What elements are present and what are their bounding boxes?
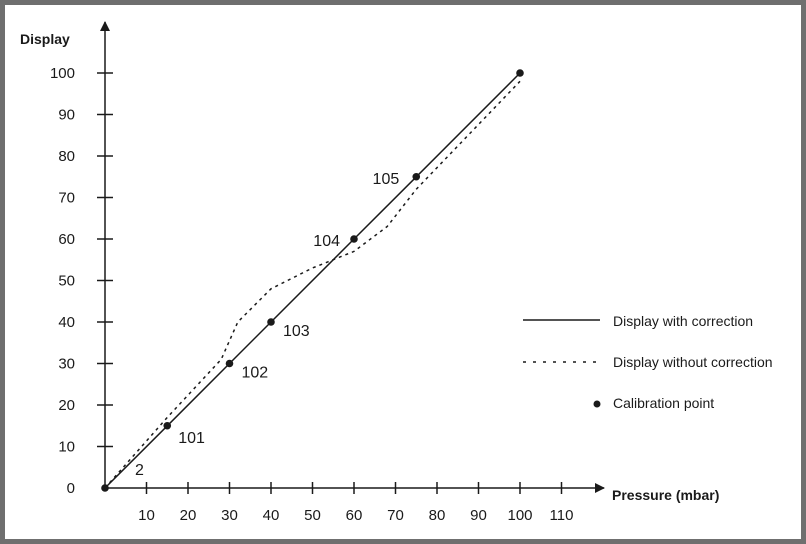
y-tick-label: 20 bbox=[58, 397, 75, 414]
calibration-point-marker bbox=[101, 484, 109, 492]
y-tick-label: 0 bbox=[67, 480, 75, 497]
legend-label-calibration-point: Calibration point bbox=[613, 395, 714, 411]
y-tick-label: 100 bbox=[50, 65, 75, 82]
calibration-point-marker bbox=[267, 318, 275, 326]
x-ticks: 10 20 30 40 50 60 70 80 90 100 110 bbox=[138, 482, 573, 524]
x-tick-label: 30 bbox=[221, 507, 238, 524]
legend-label-with-correction: Display with correction bbox=[613, 313, 753, 329]
calibration-point-marker bbox=[412, 172, 421, 181]
calibration-point-label: 2 bbox=[135, 462, 144, 479]
x-tick-label: 40 bbox=[263, 507, 280, 524]
x-axis-title: Pressure (mbar) bbox=[612, 487, 719, 503]
calibration-point-marker bbox=[225, 359, 234, 368]
series-line-without-correction bbox=[104, 80, 521, 489]
y-tick-label: 10 bbox=[58, 439, 75, 456]
calibration-point-label: 104 bbox=[313, 233, 340, 250]
y-tick-label: 70 bbox=[58, 190, 75, 207]
y-tick-label: 30 bbox=[58, 356, 75, 373]
legend-swatch-calibration-point bbox=[593, 400, 601, 408]
x-tick-label: 90 bbox=[470, 507, 487, 524]
legend-label-without-correction: Display without correction bbox=[613, 354, 773, 370]
x-tick-label: 10 bbox=[138, 507, 155, 524]
calibration-points: 2 101 102 103 104 105 bbox=[101, 69, 524, 492]
y-tick-label: 50 bbox=[58, 273, 75, 290]
y-tick-label: 60 bbox=[58, 231, 75, 248]
y-tick-label: 80 bbox=[58, 148, 75, 165]
x-tick-label: 60 bbox=[346, 507, 363, 524]
y-tick-label: 90 bbox=[58, 107, 75, 124]
x-tick-label: 50 bbox=[304, 507, 321, 524]
calibration-point-marker bbox=[516, 69, 524, 77]
calibration-point-label: 102 bbox=[242, 365, 269, 382]
x-tick-label: 110 bbox=[550, 507, 574, 524]
x-tick-label: 70 bbox=[387, 507, 404, 524]
y-tick-label: 40 bbox=[58, 314, 75, 331]
y-ticks: 0 10 20 30 40 50 60 70 80 90 100 bbox=[50, 65, 113, 497]
calibration-point-marker bbox=[163, 421, 172, 430]
x-tick-label: 20 bbox=[180, 507, 197, 524]
calibration-point-marker bbox=[350, 235, 358, 243]
axes: Display Pressure (mbar) bbox=[20, 21, 719, 503]
calibration-point-label: 101 bbox=[178, 430, 205, 447]
calibration-point-label: 103 bbox=[283, 323, 310, 340]
y-axis-title: Display bbox=[20, 31, 70, 47]
x-tick-label: 80 bbox=[429, 507, 446, 524]
calibration-point-label: 105 bbox=[373, 171, 400, 188]
legend: Display with correction Display without … bbox=[523, 313, 773, 411]
x-tick-label: 100 bbox=[507, 507, 532, 524]
